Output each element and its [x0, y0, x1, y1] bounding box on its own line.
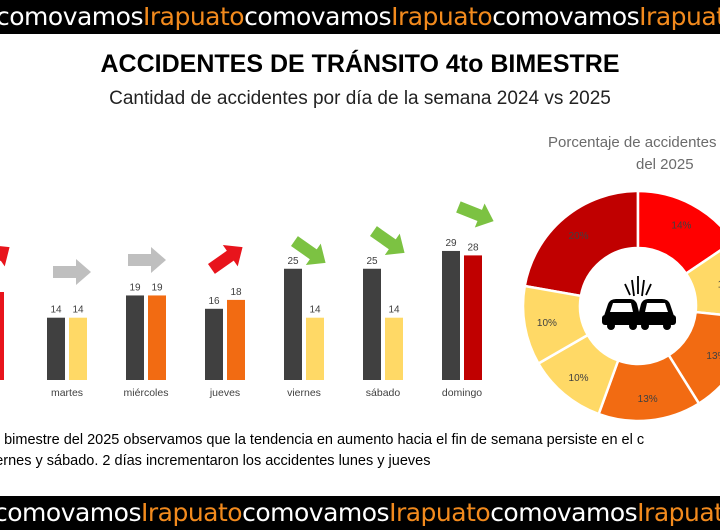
- caption-line2: iernes y sábado. 2 días incrementaron lo…: [0, 453, 431, 469]
- trend-arrow-up: [0, 245, 10, 274]
- arrow-shape: [369, 226, 405, 255]
- bar-2025-label: 28: [467, 242, 479, 253]
- pie-slice: [684, 249, 720, 316]
- bar-2025: [0, 292, 4, 380]
- icon-part: [645, 303, 668, 312]
- icon-part: [663, 322, 671, 330]
- banner-word: Irapuato: [389, 498, 491, 527]
- trend-arrow-flat: [128, 247, 166, 273]
- arrow-shape: [207, 245, 243, 274]
- bar-2024-label: 14: [50, 305, 62, 316]
- banner-word: comovamos: [244, 2, 392, 31]
- caption-line1: o bimestre del 2025 observamos que la te…: [0, 432, 645, 448]
- banner-word: Irapuato: [637, 498, 720, 527]
- banner-word: comovamos: [492, 2, 640, 31]
- trend-arrow-up: [207, 245, 243, 274]
- icon-part: [610, 303, 633, 312]
- bar-2025: [148, 295, 166, 380]
- banner-text: comovamosIrapuatocomovamosIrapuatocomova…: [0, 0, 720, 34]
- page-title: ACCIDENTES DE TRÁNSITO 4to BIMESTRE: [100, 50, 620, 78]
- pie-slice-label: 20%: [569, 231, 589, 242]
- banner-word: Irapuato: [140, 498, 243, 527]
- bottom-banner: comovamosIrapuatocomovamosIrapuatocomova…: [0, 496, 720, 530]
- bar-2024-label: 25: [287, 256, 299, 267]
- arrow-shape: [290, 236, 326, 265]
- arrow-shape: [53, 259, 91, 285]
- category-label: miércoles: [124, 387, 169, 399]
- bar-2024: [363, 268, 381, 380]
- category-label: sábado: [366, 387, 401, 399]
- bar-2024: [284, 268, 302, 380]
- bar-2025: [464, 255, 482, 380]
- bar-2025-label: 14: [72, 305, 84, 316]
- pie-title-line1: Porcentaje de accidentes: [548, 134, 717, 151]
- pie-slice-label: 13%: [706, 351, 720, 362]
- icon-part: [629, 322, 637, 330]
- icon-part: [624, 276, 652, 297]
- banner-word: Irapuato: [391, 2, 493, 31]
- category-label: domingo: [442, 387, 482, 399]
- car-crash-icon: [602, 276, 676, 330]
- bar-2025: [306, 317, 324, 380]
- bar-2024: [205, 308, 223, 380]
- bar-2025: [385, 317, 403, 380]
- trend-arrow-down: [456, 201, 494, 228]
- bar-2024-label: 19: [129, 282, 141, 293]
- icon-part: [641, 322, 649, 330]
- pie-slice-label: 10%: [569, 373, 589, 384]
- arrow-shape: [0, 245, 10, 274]
- pie-title-line2: del 2025: [636, 156, 694, 173]
- pie-slice-label: 13%: [638, 394, 658, 405]
- bar-2024-label: 25: [366, 256, 378, 267]
- banner-word: Irapuato: [142, 2, 245, 31]
- category-label: jueves: [209, 387, 240, 399]
- bar-2024: [442, 250, 460, 380]
- pie-slice-label: 10%: [537, 318, 557, 329]
- pie-slice-label: 14%: [671, 220, 691, 231]
- pie-slice: [636, 189, 720, 276]
- pie-title: Porcentaje de accidentes del 2025: [548, 132, 720, 176]
- bar-2025-label: 14: [309, 305, 321, 316]
- banner-word: comovamos: [490, 498, 638, 527]
- banner-word: comovamos: [0, 2, 143, 31]
- banner-text: comovamosIrapuatocomovamosIrapuatocomova…: [0, 496, 720, 530]
- bar-2025-label: 18: [230, 287, 242, 298]
- bar-2024-label: 29: [445, 238, 457, 249]
- top-banner: comovamosIrapuatocomovamosIrapuatocomova…: [0, 0, 720, 34]
- category-label: viernes: [287, 387, 321, 399]
- page-subtitle: Cantidad de accidentes por día de la sem…: [109, 88, 611, 109]
- arrow-shape: [456, 201, 494, 228]
- bar-2024-label: 16: [208, 296, 220, 307]
- pie-slice: [523, 189, 640, 298]
- pie-slice: [521, 284, 590, 366]
- banner-word: comovamos: [0, 498, 141, 527]
- bar-2025: [69, 317, 87, 380]
- bar-2024: [126, 295, 144, 380]
- trend-arrow-down: [369, 226, 405, 255]
- arrow-shape: [128, 247, 166, 273]
- bar-2025-label: 14: [388, 305, 400, 316]
- bar-2024: [47, 317, 65, 380]
- trend-arrow-down: [290, 236, 326, 265]
- banner-word: Irapuato: [639, 2, 720, 31]
- banner-word: comovamos: [242, 498, 390, 527]
- bar-2025-label: 19: [151, 282, 163, 293]
- icon-part: [607, 322, 615, 330]
- category-label: martes: [51, 387, 83, 399]
- bar-2025: [227, 299, 245, 380]
- pie-slice-label: 10%: [718, 280, 720, 291]
- trend-arrow-flat: [53, 259, 91, 285]
- caption: o bimestre del 2025 observamos que la te…: [0, 430, 720, 472]
